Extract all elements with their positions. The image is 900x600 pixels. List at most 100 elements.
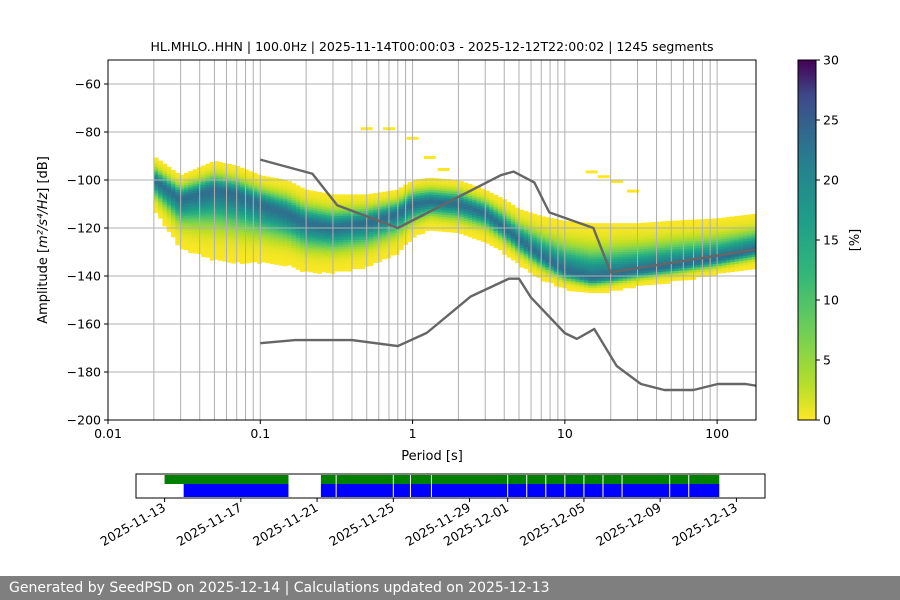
psd-density-cell bbox=[592, 271, 598, 274]
psd-density-cell bbox=[648, 229, 654, 233]
psd-density-cell bbox=[308, 216, 314, 220]
psd-density-cell bbox=[312, 256, 318, 259]
psd-density-cell bbox=[304, 228, 310, 231]
psd-density-cell bbox=[704, 257, 710, 261]
psd-density-cell bbox=[269, 246, 275, 250]
psd-density-cell bbox=[678, 251, 684, 255]
psd-density-cell bbox=[179, 215, 185, 219]
psd-density-cell bbox=[618, 273, 624, 277]
psd-density-cell bbox=[695, 221, 701, 225]
psd-density-cell bbox=[360, 249, 365, 253]
psd-density-cell bbox=[248, 252, 254, 256]
psd-density-cell bbox=[235, 221, 241, 224]
psd-density-cell bbox=[179, 229, 185, 233]
psd-density-cell bbox=[618, 276, 624, 279]
psd-density-cell bbox=[545, 238, 550, 242]
psd-density-cell bbox=[265, 236, 271, 240]
psd-density-cell bbox=[644, 229, 649, 233]
psd-density-cell bbox=[416, 224, 421, 228]
psd-density-cell bbox=[743, 219, 748, 223]
psd-density-cell bbox=[347, 228, 353, 231]
psd-density-cell bbox=[338, 196, 344, 200]
psd-density-cell bbox=[269, 196, 275, 200]
psd-density-cell bbox=[171, 215, 176, 219]
psd-density-cell bbox=[433, 178, 439, 181]
psd-density-cell bbox=[725, 243, 731, 247]
psd-density-cell bbox=[626, 249, 632, 253]
psd-density-cell bbox=[218, 188, 224, 192]
psd-density-cell bbox=[162, 216, 168, 220]
psd-density-cell bbox=[351, 247, 357, 250]
psd-density-cell bbox=[532, 242, 538, 246]
psd-density-cell bbox=[588, 237, 593, 241]
psd-density-cell bbox=[454, 194, 460, 197]
psd-density-cell bbox=[162, 223, 168, 227]
psd-density-cell bbox=[536, 229, 542, 233]
psd-density-cell bbox=[592, 225, 598, 229]
psd-density-cell bbox=[300, 242, 305, 246]
psd-density-cell bbox=[347, 218, 353, 222]
psd-density-cell bbox=[373, 257, 378, 261]
psd-density-cell bbox=[575, 241, 581, 244]
psd-density-cell bbox=[257, 222, 262, 226]
psd-density-cell bbox=[325, 253, 331, 257]
psd-density-cell bbox=[175, 218, 181, 222]
psd-density-cell bbox=[596, 271, 602, 274]
psd-density-cell bbox=[252, 230, 258, 234]
psd-density-cell bbox=[652, 257, 658, 261]
psd-density-cell bbox=[596, 249, 602, 253]
psd-density-cell bbox=[244, 224, 249, 228]
psd-density-cell bbox=[734, 220, 740, 224]
psd-density-cell bbox=[248, 204, 254, 208]
psd-density-cell bbox=[648, 258, 654, 261]
psd-density-cell bbox=[338, 201, 344, 205]
psd-density-cell bbox=[429, 228, 434, 231]
psd-density-cell bbox=[386, 243, 391, 247]
psd-density-cell bbox=[708, 264, 714, 268]
psd-density-cell bbox=[201, 196, 206, 200]
psd-density-cell bbox=[252, 209, 258, 212]
psd-density-cell bbox=[489, 204, 495, 208]
psd-density-cell bbox=[571, 286, 576, 290]
psd-density-cell bbox=[583, 263, 589, 267]
psd-density-cell bbox=[300, 247, 305, 251]
psd-density-cell bbox=[540, 269, 546, 272]
psd-density-cell bbox=[338, 204, 344, 207]
psd-density-cell bbox=[605, 244, 611, 248]
psd-density-cell bbox=[317, 232, 322, 236]
psd-density-cell bbox=[317, 266, 322, 270]
psd-density-cell bbox=[295, 235, 301, 239]
psd-density-cell bbox=[583, 232, 589, 235]
psd-density-cell bbox=[222, 213, 228, 217]
psd-density-cell bbox=[334, 196, 340, 200]
psd-density-cell bbox=[433, 192, 439, 196]
psd-density-cell bbox=[738, 261, 744, 264]
psd-density-cell bbox=[553, 262, 559, 265]
psd-density-cell bbox=[179, 186, 185, 190]
psd-density-cell bbox=[205, 166, 211, 169]
psd-density-cell bbox=[381, 242, 387, 245]
psd-density-cell bbox=[747, 245, 753, 249]
psd-density-cell bbox=[278, 188, 284, 192]
psd-density-cell bbox=[717, 244, 722, 248]
psd-density-cell bbox=[609, 273, 615, 277]
psd-density-cell bbox=[239, 206, 245, 209]
psd-density-cell bbox=[325, 258, 331, 262]
psd-density-cell bbox=[450, 193, 456, 197]
psd-density-cell bbox=[205, 230, 211, 234]
psd-density-cell bbox=[571, 257, 576, 261]
psd-density-cell bbox=[175, 189, 181, 193]
psd-density-cell bbox=[295, 190, 301, 193]
psd-density-cell bbox=[665, 259, 671, 263]
psd-density-cell bbox=[480, 229, 486, 233]
psd-density-cell bbox=[295, 264, 301, 268]
timeline-tick-label: 2025-11-21 bbox=[250, 500, 320, 549]
psd-density-cell bbox=[209, 238, 215, 242]
psd-density-cell bbox=[717, 225, 722, 229]
psd-density-cell bbox=[493, 202, 499, 205]
psd-density-cell bbox=[304, 196, 310, 200]
psd-density-cell bbox=[235, 182, 241, 186]
psd-density-cell bbox=[347, 225, 353, 229]
psd-density-cell bbox=[244, 251, 249, 254]
psd-density-cell bbox=[257, 258, 262, 262]
